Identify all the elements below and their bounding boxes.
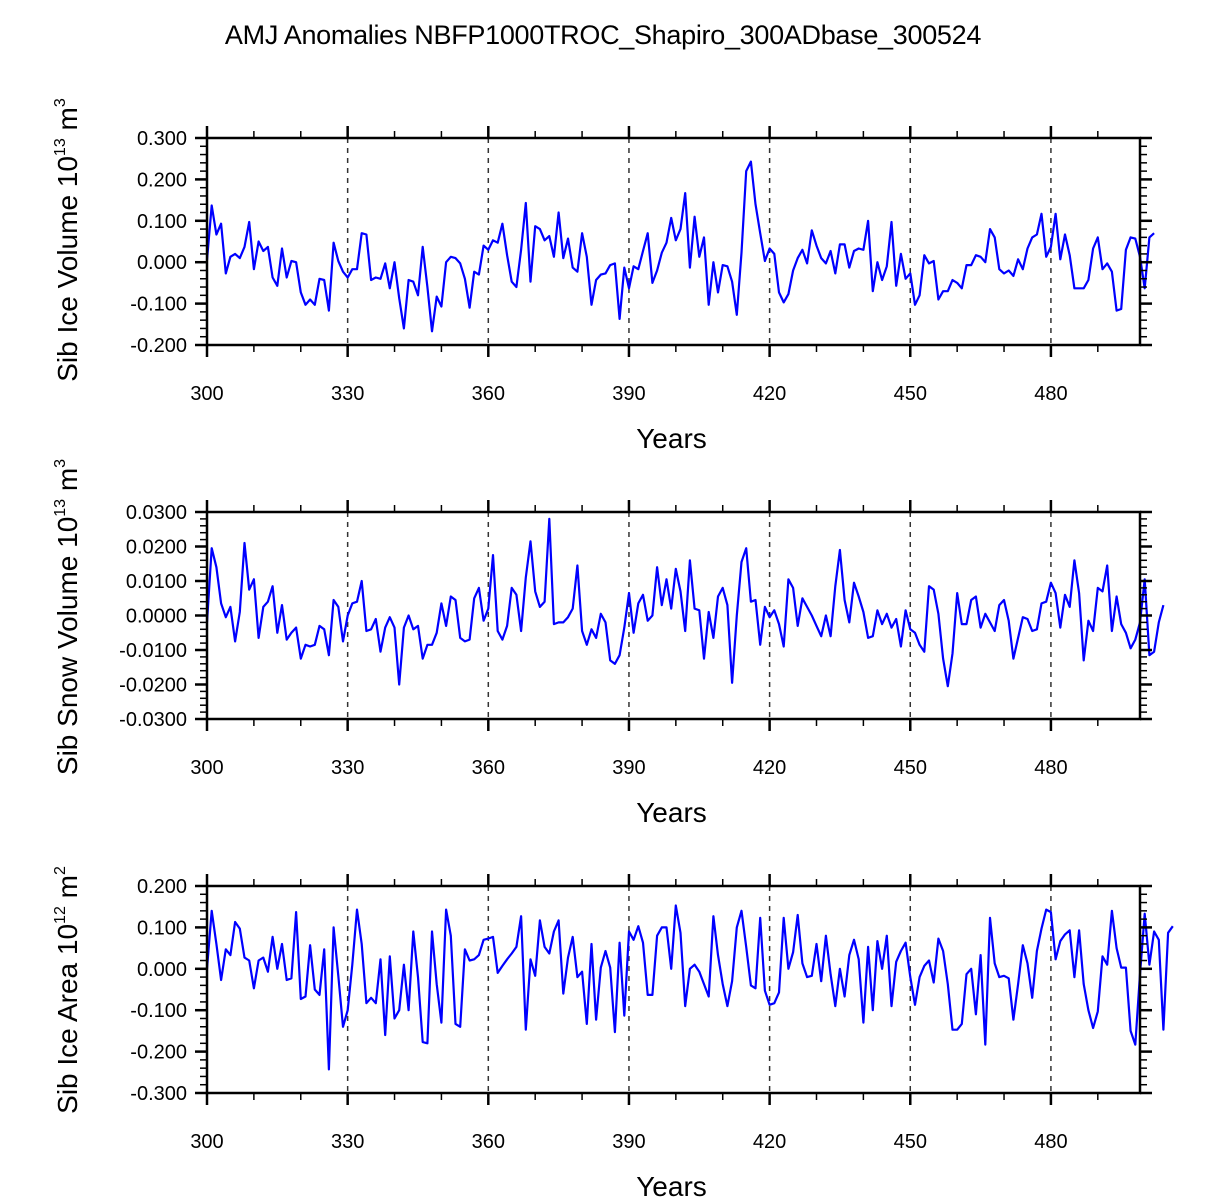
x-tick-label: 300 xyxy=(190,757,223,779)
y-tick-label: 0.0200 xyxy=(126,537,187,559)
x-tick-label: 390 xyxy=(612,1131,645,1153)
x-axis-title: Years xyxy=(636,797,707,828)
y-axis-title: Sib Ice Area 1012 m2 xyxy=(52,866,83,1114)
y-tick-label: 0.0000 xyxy=(126,606,187,628)
x-tick-label: 300 xyxy=(190,1131,223,1153)
y-tick-label: 0.300 xyxy=(137,128,187,150)
y-tick-label: -0.0100 xyxy=(119,640,187,662)
x-tick-label: 450 xyxy=(894,383,927,405)
x-tick-label: 420 xyxy=(753,757,786,779)
y-tick-label: -0.100 xyxy=(130,294,187,316)
plot-frame xyxy=(205,136,1142,347)
plot-frame xyxy=(205,884,1142,1095)
chart-title: AMJ Anomalies NBFP1000TROC_Shapiro_300AD… xyxy=(224,20,982,50)
y-tick-label: 0.100 xyxy=(137,917,187,939)
panel-2: 300 330 360 390 420 450 480 -0.0300 -0.0200 -0.01… xyxy=(52,459,1165,828)
data-series-line xyxy=(205,517,1165,688)
y-tick-label: 0.0100 xyxy=(126,571,187,593)
y-tick-label: 0.200 xyxy=(137,169,187,191)
x-tick-label: 330 xyxy=(331,383,364,405)
data-series-line xyxy=(205,904,1174,1071)
x-tick-label: 450 xyxy=(894,1131,927,1153)
y-tick-label: 0.100 xyxy=(137,211,187,233)
x-tick-label: 330 xyxy=(331,1131,364,1153)
x-tick-label: 360 xyxy=(472,383,505,405)
x-tick-label: 420 xyxy=(753,1131,786,1153)
x-tick-label: 480 xyxy=(1034,757,1067,779)
x-tick-label: 360 xyxy=(472,757,505,779)
x-axis-title: Years xyxy=(636,1171,707,1202)
y-tick-label: -0.300 xyxy=(130,1083,187,1105)
y-tick-label: 0.000 xyxy=(137,252,187,274)
y-tick-label: 0.200 xyxy=(137,876,187,898)
y-axis-title: Sib Ice Volume 1013 m3 xyxy=(52,98,83,382)
y-tick-label: -0.200 xyxy=(130,335,187,357)
y-tick-label: -0.0200 xyxy=(119,675,187,697)
x-tick-label: 390 xyxy=(612,383,645,405)
x-axis-title: Years xyxy=(636,423,707,454)
y-tick-label: -0.0300 xyxy=(119,709,187,731)
x-tick-label: 390 xyxy=(612,757,645,779)
x-tick-label: 480 xyxy=(1034,1131,1067,1153)
x-tick-label: 420 xyxy=(753,383,786,405)
x-tick-label: 360 xyxy=(472,1131,505,1153)
panel-3: 300 330 360 390 420 450 480 -0.300 -0.200 -0.100 0… xyxy=(52,866,1174,1202)
panel-1: 300 330 360 390 420 450 480 -0.200 -0.100 0.000 0.… xyxy=(52,98,1155,454)
data-series-line xyxy=(205,160,1155,333)
x-tick-label: 330 xyxy=(331,757,364,779)
y-tick-label: -0.200 xyxy=(130,1042,187,1064)
x-tick-label: 300 xyxy=(190,383,223,405)
y-axis-title: Sib Snow Volume 1013 m3 xyxy=(52,459,83,775)
x-tick-label: 450 xyxy=(894,757,927,779)
y-tick-label: -0.100 xyxy=(130,1000,187,1022)
x-tick-label: 480 xyxy=(1034,383,1067,405)
y-tick-label: 0.0300 xyxy=(126,502,187,524)
y-tick-label: 0.000 xyxy=(137,959,187,981)
